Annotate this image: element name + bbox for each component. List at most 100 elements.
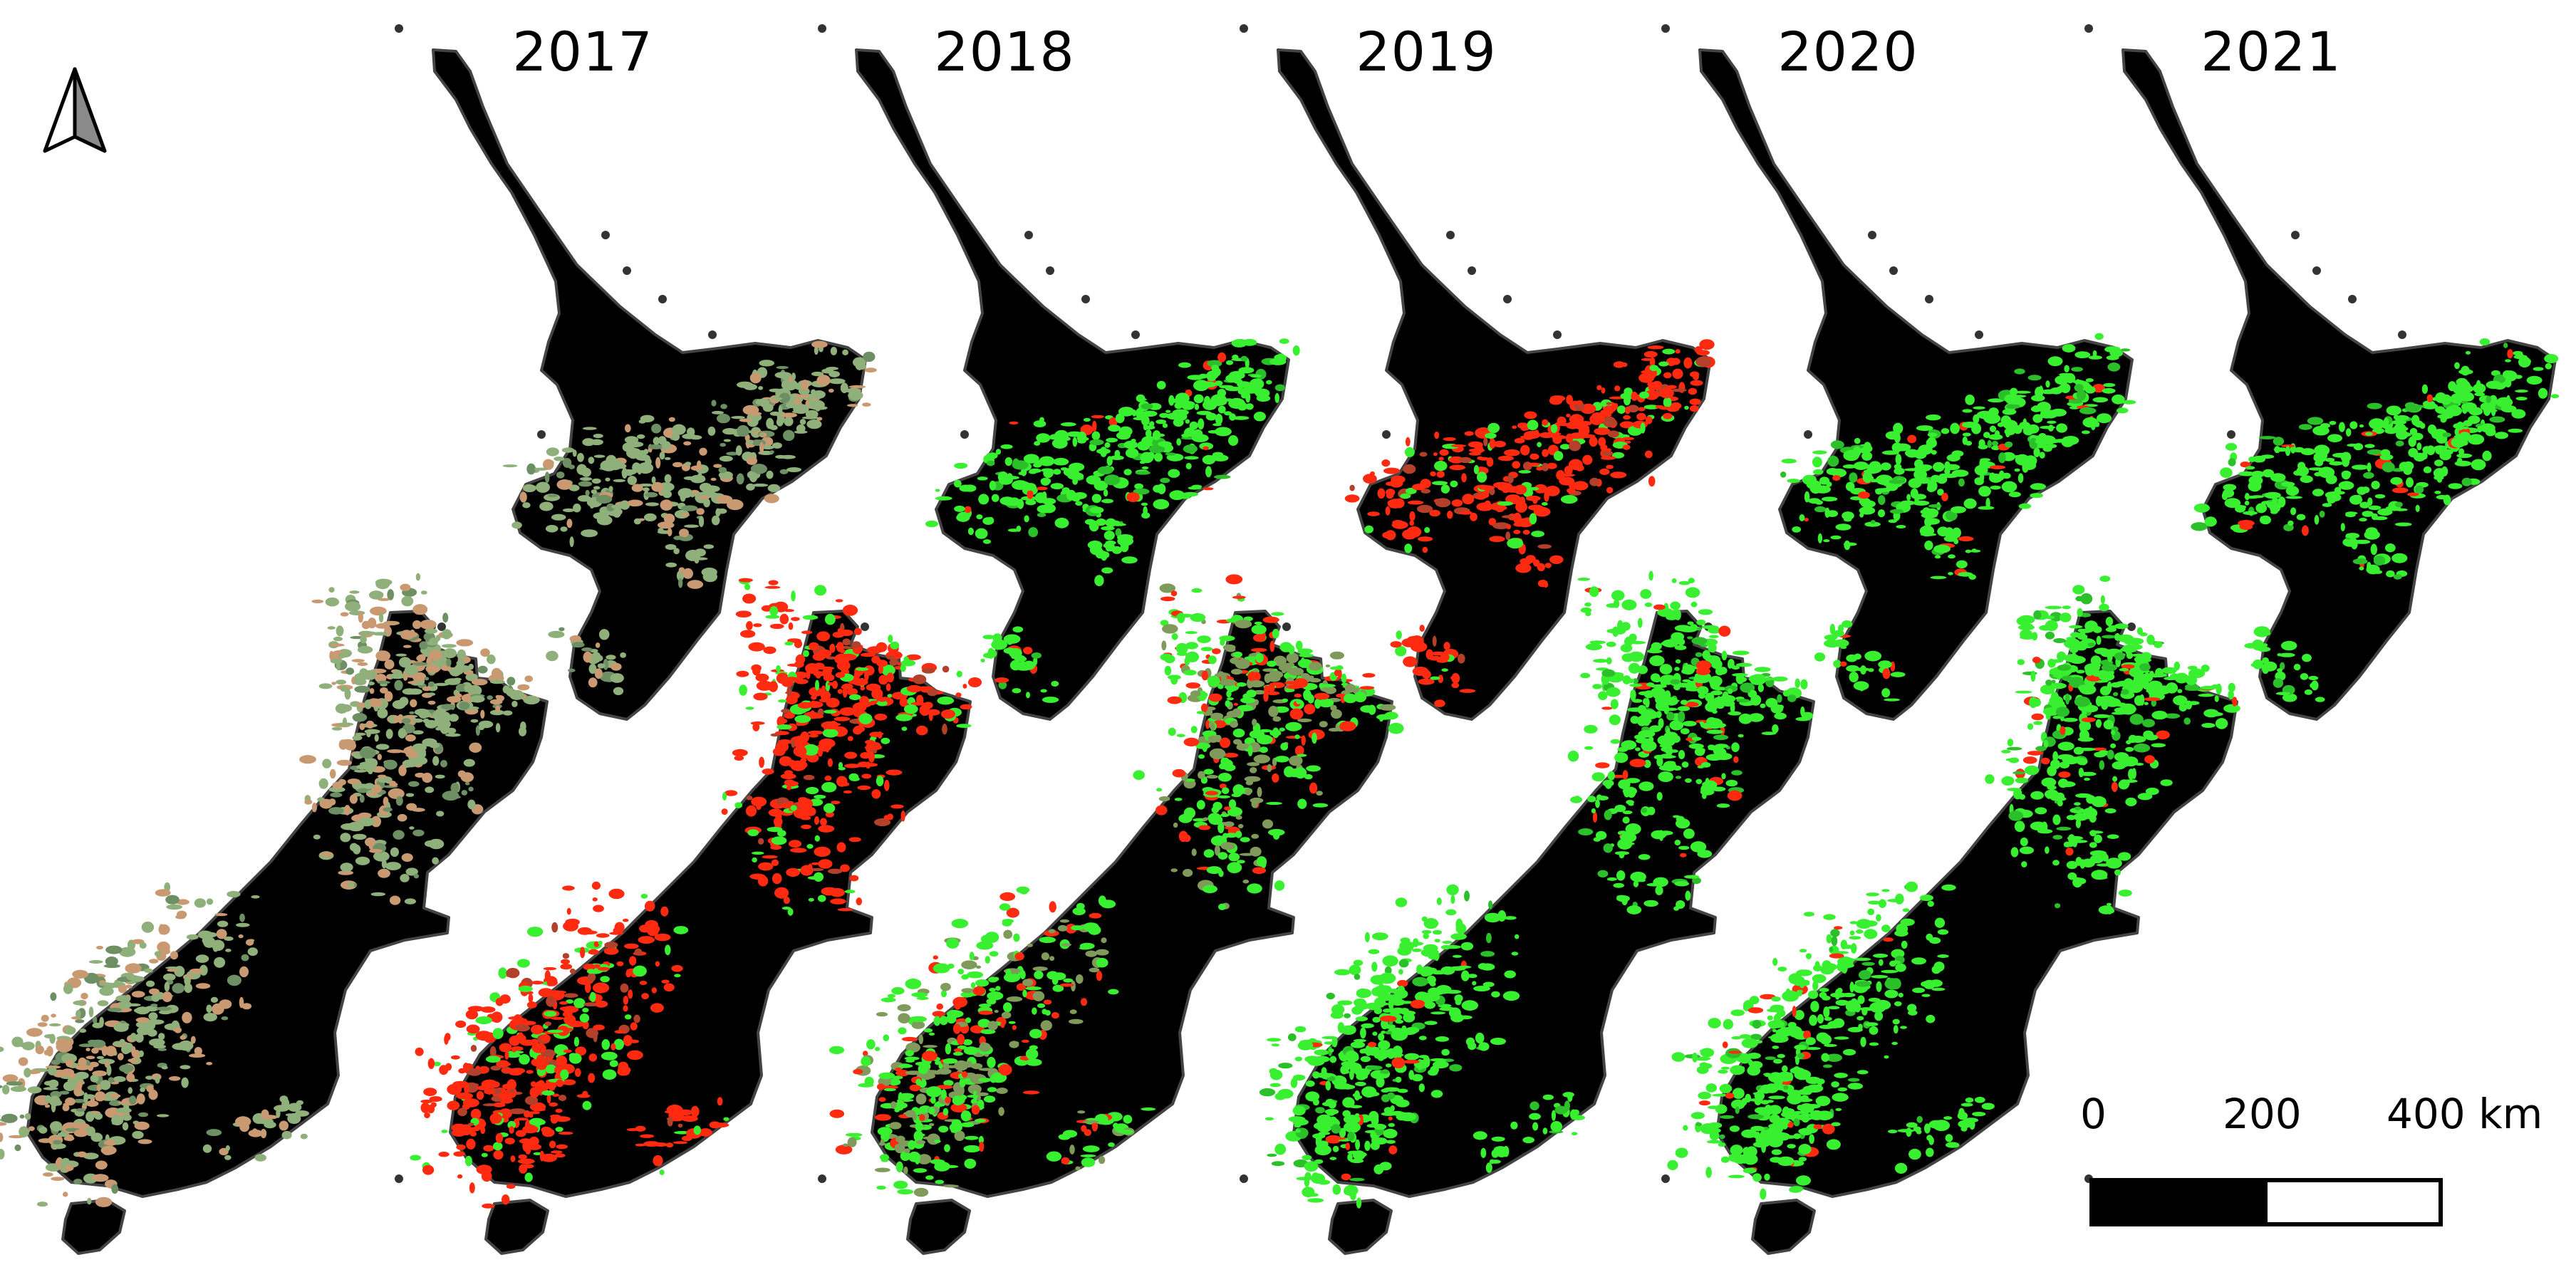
vegetation-patch <box>1405 437 1411 447</box>
vegetation-patch <box>227 974 242 986</box>
vegetation-patch <box>593 434 603 439</box>
vegetation-patch <box>901 726 908 731</box>
vegetation-patch <box>1409 511 1416 521</box>
vegetation-patch <box>1304 1056 1320 1063</box>
vegetation-patch <box>696 508 705 515</box>
vegetation-patch <box>809 642 819 651</box>
vegetation-patch <box>987 991 1004 1001</box>
vegetation-patch <box>955 692 962 698</box>
vegetation-patch <box>928 710 933 721</box>
vegetation-patch <box>1191 434 1209 442</box>
vegetation-patch <box>1206 866 1222 875</box>
vegetation-patch <box>1675 659 1681 664</box>
vegetation-patch <box>1183 669 1197 676</box>
vegetation-patch <box>575 1046 587 1056</box>
vegetation-patch <box>711 515 720 526</box>
vegetation-patch <box>1321 1036 1338 1040</box>
vegetation-patch <box>1472 981 1477 986</box>
vegetation-patch <box>1674 840 1681 845</box>
vegetation-patch <box>117 1053 124 1060</box>
vegetation-patch <box>934 1140 941 1143</box>
vegetation-patch <box>456 1092 474 1100</box>
vegetation-patch <box>1225 360 1234 365</box>
vegetation-patch <box>1441 1048 1450 1056</box>
vegetation-patch <box>506 968 520 979</box>
vegetation-patch <box>703 485 720 493</box>
vegetation-patch <box>746 796 753 801</box>
vegetation-patch <box>336 625 344 637</box>
vegetation-patch <box>41 1014 49 1022</box>
vegetation-patch <box>1411 1074 1423 1082</box>
vegetation-patch <box>389 895 401 905</box>
vegetation-patch <box>1292 1074 1306 1081</box>
vegetation-patch <box>655 457 661 469</box>
vegetation-patch <box>563 1049 572 1053</box>
vegetation-patch <box>1083 1120 1099 1124</box>
vegetation-patch <box>913 1187 929 1197</box>
vegetation-patch <box>1032 966 1048 971</box>
vegetation-patch <box>916 694 924 705</box>
vegetation-patch <box>1338 1052 1344 1058</box>
vegetation-patch <box>848 694 861 701</box>
vegetation-patch <box>1518 470 1532 474</box>
vegetation-patch <box>420 590 427 595</box>
vegetation-patch <box>1385 506 1391 516</box>
vegetation-patch <box>749 372 762 384</box>
vegetation-patch <box>1591 772 1605 782</box>
vegetation-patch <box>370 606 387 616</box>
vegetation-patch <box>964 506 972 514</box>
vegetation-patch <box>331 682 336 685</box>
vegetation-patch <box>643 513 657 522</box>
vegetation-patch <box>954 505 965 512</box>
vegetation-patch <box>85 1111 95 1122</box>
vegetation-patch <box>1660 754 1673 759</box>
vegetation-patch <box>963 1145 981 1153</box>
vegetation-patch <box>795 679 809 684</box>
vegetation-patch <box>189 1053 206 1058</box>
vegetation-patch <box>1511 952 1519 956</box>
vegetation-patch <box>170 951 178 960</box>
vegetation-patch <box>776 665 781 672</box>
vegetation-patch <box>1023 454 1039 464</box>
vegetation-patch <box>629 956 637 966</box>
vegetation-patch <box>1237 860 1245 864</box>
vegetation-patch <box>544 1021 552 1026</box>
vegetation-patch <box>1400 493 1411 499</box>
vegetation-patch <box>796 735 810 739</box>
vegetation-patch <box>1217 822 1225 834</box>
vegetation-patch <box>806 670 811 679</box>
vegetation-patch <box>776 365 789 370</box>
vegetation-patch <box>663 983 675 992</box>
vegetation-patch <box>51 1143 66 1150</box>
vegetation-patch <box>1042 491 1047 500</box>
vegetation-patch <box>1143 506 1148 516</box>
vegetation-patch <box>1223 753 1239 758</box>
vegetation-patch <box>735 610 752 617</box>
vegetation-patch <box>1416 504 1433 514</box>
vegetation-patch <box>526 1144 542 1150</box>
vegetation-patch <box>653 1142 668 1147</box>
vegetation-patch <box>274 1105 290 1112</box>
vegetation-patch <box>344 688 351 700</box>
vegetation-patch <box>1638 854 1651 860</box>
vegetation-patch <box>1653 677 1661 683</box>
vegetation-patch <box>579 476 593 481</box>
vegetation-patch <box>918 1034 924 1045</box>
vegetation-patch <box>1640 589 1652 599</box>
vegetation-patch <box>849 875 859 882</box>
vegetation-patch <box>122 1114 132 1121</box>
vegetation-patch <box>519 1138 532 1145</box>
vegetation-patch <box>1012 458 1020 469</box>
vegetation-patch <box>122 1122 129 1131</box>
vegetation-patch <box>1418 1036 1427 1041</box>
vegetation-patch <box>1626 778 1641 783</box>
vegetation-patch <box>1504 970 1516 979</box>
vegetation-patch <box>219 999 232 1009</box>
vegetation-patch <box>480 709 485 719</box>
vegetation-patch <box>546 447 559 457</box>
vegetation-patch <box>476 1164 492 1174</box>
vegetation-patch <box>583 964 596 971</box>
vegetation-patch <box>1341 1070 1350 1074</box>
vegetation-patch <box>239 966 249 978</box>
vegetation-patch <box>1424 1021 1438 1026</box>
